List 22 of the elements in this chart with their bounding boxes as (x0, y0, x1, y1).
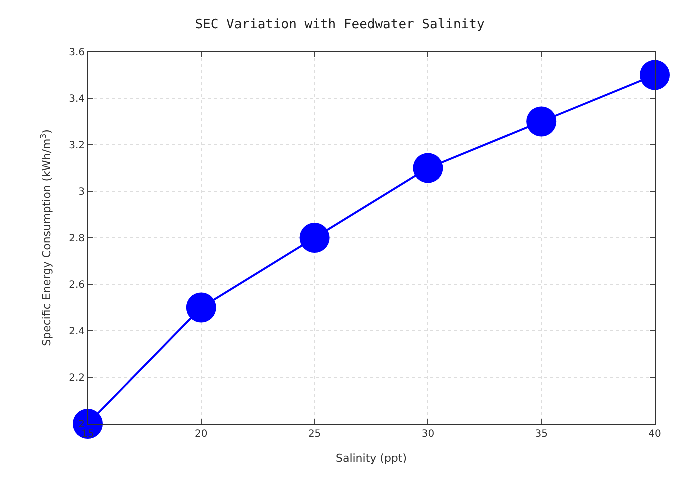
y-tick-label: 2 (78, 420, 85, 430)
point (526, 106, 557, 137)
point (413, 153, 444, 184)
x-tick-label: 30 (422, 429, 435, 440)
point (640, 60, 670, 90)
y-tick-label: 2.4 (69, 326, 85, 338)
y-tick-label: 2.8 (69, 234, 85, 244)
point (186, 292, 216, 323)
x-tick-label: 40 (648, 429, 662, 440)
point (300, 223, 330, 253)
y-tick-label: 3.6 (69, 48, 85, 58)
x-tick-label: 35 (535, 429, 548, 440)
x-tick-label: 20 (195, 429, 208, 440)
y-tick-label: 3.2 (69, 140, 85, 152)
y-tick-label: 2.2 (69, 373, 85, 384)
y-tick-label: 3 (78, 187, 85, 198)
y-tick-label: 3.4 (69, 94, 85, 105)
x-tick-label: 15 (82, 429, 94, 440)
x-tick-label: 25 (308, 429, 322, 440)
x-axis-title: Salinity (ppt) (336, 452, 408, 466)
y-tick-label: 2.6 (69, 280, 85, 291)
chart-title: SEC Variation with Feedwater Salinity (195, 18, 485, 33)
